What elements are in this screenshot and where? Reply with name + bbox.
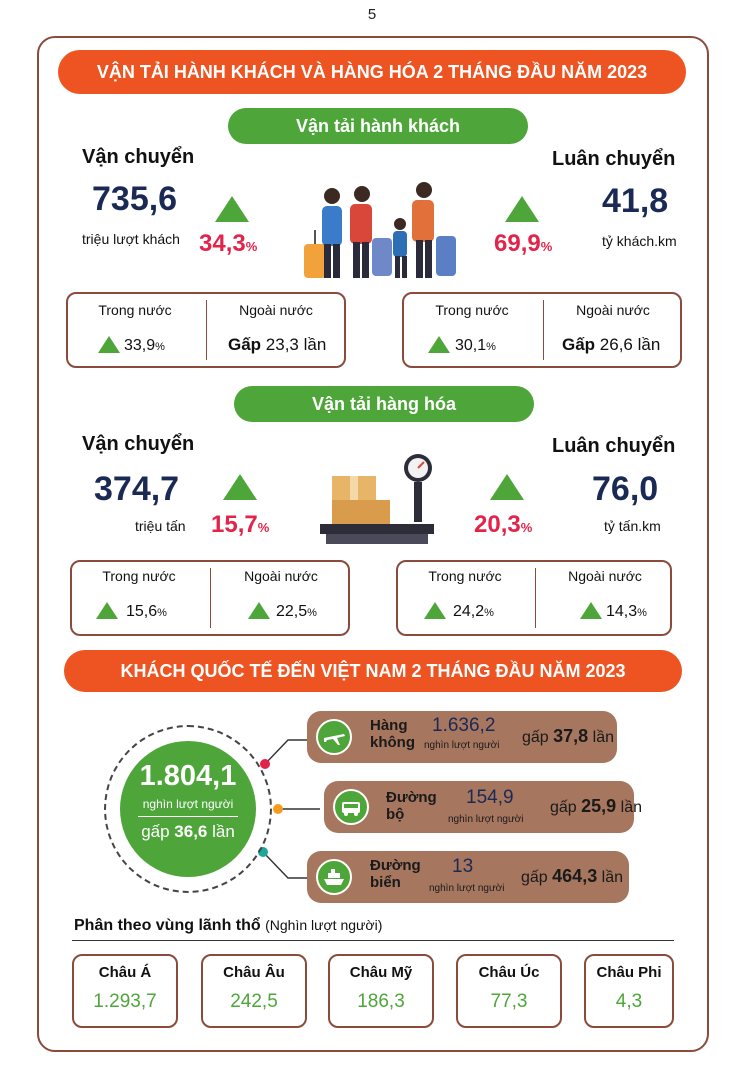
mode-times: gấp 25,9 lần xyxy=(550,796,643,816)
region-value: 77,3 xyxy=(490,991,528,1012)
regions-title: Phân theo vùng lãnh thổ (Nghìn lượt ngườ… xyxy=(74,917,383,934)
region-card-australia: Châu Úc 77,3 xyxy=(456,954,562,1028)
domestic-value: 33,9% xyxy=(124,337,165,354)
mode-times: gấp 37,8 lần xyxy=(522,726,615,746)
region-value: 1.293,7 xyxy=(93,991,157,1012)
region-value: 4,3 xyxy=(615,991,643,1012)
foreign-value: 14,3% xyxy=(606,603,647,620)
divider xyxy=(210,568,211,628)
total-visitors-value: 1.804,1 xyxy=(139,760,237,792)
up-arrow-icon xyxy=(248,602,270,619)
mode-value: 154,9 xyxy=(466,787,514,808)
cargo-transport-heading: Vận chuyển xyxy=(82,433,195,455)
cargo-scale-illustration xyxy=(320,454,434,544)
region-card-asia: Châu Á 1.293,7 xyxy=(72,954,178,1028)
visitors-banner: KHÁCH QUỐC TẾ ĐẾN VIỆT NAM 2 THÁNG ĐẦU N… xyxy=(64,650,682,692)
divider xyxy=(535,568,536,628)
domestic-label: Trong nước xyxy=(98,302,172,318)
cargo-rotation-unit: tỷ tấn.km xyxy=(604,518,661,534)
passenger-transport-value: 735,6 xyxy=(92,180,178,218)
foreign-label: Ngoài nước xyxy=(576,302,650,318)
passenger-transport-growth: 34,3% xyxy=(199,230,258,257)
divider xyxy=(543,300,544,360)
cargo-transport-unit: triệu tấn xyxy=(135,518,186,534)
cargo-rotation-growth: 20,3% xyxy=(474,511,533,538)
region-name: Châu Âu xyxy=(223,964,285,981)
foreign-value: Gấp 23,3 lần xyxy=(228,335,327,354)
content-frame xyxy=(37,36,709,1052)
regions-rule xyxy=(72,940,674,941)
airplane-icon xyxy=(316,719,352,755)
passenger-transport-heading: Vận chuyển xyxy=(82,146,195,168)
ship-icon xyxy=(316,859,352,895)
cargo-transport-value: 374,7 xyxy=(94,470,180,508)
total-visitors-times: gấp 36,6 lần xyxy=(141,822,235,841)
cargo-rotation-heading: Luân chuyển xyxy=(552,435,676,457)
cargo-section-label: Vận tải hàng hóa xyxy=(234,386,534,422)
up-arrow-icon xyxy=(424,602,446,619)
cargo-rotation-value: 76,0 xyxy=(592,470,659,508)
mode-value: 13 xyxy=(452,856,474,877)
mode-name: Hàng không xyxy=(370,717,415,751)
up-arrow-icon xyxy=(428,336,450,353)
passenger-rotation-value: 41,8 xyxy=(602,182,669,220)
foreign-label: Ngoài nước xyxy=(239,302,313,318)
domestic-label: Trong nước xyxy=(435,302,509,318)
region-value: 186,3 xyxy=(357,991,405,1012)
passenger-section-label: Vận tải hành khách xyxy=(228,108,528,144)
domestic-value: 15,6% xyxy=(126,603,167,620)
domestic-value: 24,2% xyxy=(453,603,494,620)
up-arrow-icon xyxy=(505,196,539,222)
up-arrow-icon xyxy=(98,336,120,353)
mode-name: Đường bộ xyxy=(386,789,437,823)
main-banner: VẬN TẢI HÀNH KHÁCH VÀ HÀNG HÓA 2 THÁNG Đ… xyxy=(58,50,686,94)
mode-sea-card xyxy=(307,851,629,903)
passenger-rotation-heading: Luân chuyển xyxy=(552,148,676,170)
mode-name: Đường biển xyxy=(370,857,421,891)
cargo-transport-growth: 15,7% xyxy=(211,511,270,538)
mode-unit: nghìn lượt người xyxy=(424,740,500,751)
passenger-rotation-unit: tỷ khách.km xyxy=(602,233,677,249)
mode-unit: nghìn lượt người xyxy=(448,814,524,825)
region-value: 242,5 xyxy=(230,991,278,1012)
passenger-rotation-growth: 69,9% xyxy=(494,230,553,257)
total-visitors-circle xyxy=(120,741,256,877)
car-icon xyxy=(333,789,369,825)
foreign-label: Ngoài nước xyxy=(244,568,318,584)
foreign-value: 22,5% xyxy=(276,603,317,620)
region-name: Châu Á xyxy=(98,964,152,981)
up-arrow-icon xyxy=(580,602,602,619)
up-arrow-icon xyxy=(96,602,118,619)
region-name: Châu Phi xyxy=(596,964,662,981)
up-arrow-icon xyxy=(223,474,257,500)
foreign-value: Gấp 26,6 lần xyxy=(562,335,661,354)
region-name: Châu Mỹ xyxy=(349,964,413,981)
mode-value: 1.636,2 xyxy=(432,715,496,736)
page-number: 5 xyxy=(367,6,377,23)
up-arrow-icon xyxy=(215,196,249,222)
mode-times: gấp 464,3 lần xyxy=(521,866,624,886)
total-visitors-unit: nghìn lượt người xyxy=(142,797,234,811)
cargo-rotation-breakdown xyxy=(396,560,672,636)
region-card-americas: Châu Mỹ 186,3 xyxy=(328,954,434,1028)
region-card-europe: Châu Âu 242,5 xyxy=(201,954,307,1028)
divider xyxy=(206,300,207,360)
travelers-illustration xyxy=(304,182,456,278)
mode-unit: nghìn lượt người xyxy=(429,883,505,894)
domestic-label: Trong nước xyxy=(428,568,502,584)
domestic-value: 30,1% xyxy=(455,337,496,354)
divider xyxy=(138,816,238,817)
up-arrow-icon xyxy=(490,474,524,500)
region-card-africa: Châu Phi 4,3 xyxy=(584,954,674,1028)
connector-lines xyxy=(258,739,320,879)
mode-air-card xyxy=(307,711,617,763)
domestic-label: Trong nước xyxy=(102,568,176,584)
mode-road-card xyxy=(324,781,634,833)
passenger-transport-unit: triệu lượt khách xyxy=(82,231,180,247)
total-outer-ring xyxy=(104,725,272,893)
passenger-rotation-breakdown xyxy=(402,292,682,368)
foreign-label: Ngoài nước xyxy=(568,568,642,584)
region-name: Châu Úc xyxy=(478,964,540,981)
